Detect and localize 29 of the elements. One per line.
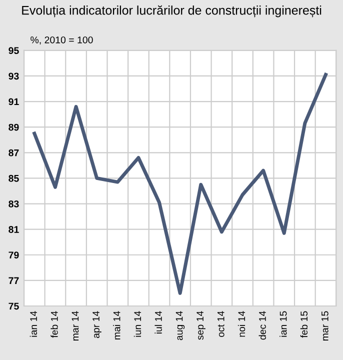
y-tick-label: 75 (8, 302, 19, 310)
x-tick-label: mai 14 (113, 311, 120, 340)
y-tick-label: 77 (8, 277, 19, 284)
x-tick-label: sep 14 (196, 311, 206, 340)
x-tick-label: iul 14 (154, 311, 162, 334)
x-tick-label: apr 14 (92, 311, 102, 338)
x-tick-label: mar 15 (322, 311, 328, 340)
chart-subtitle: %, 2010 = 100 (30, 36, 93, 45)
x-tick-label: dec 14 (258, 311, 266, 340)
y-tick-label: 81 (8, 226, 19, 233)
x-tick-label: mar 14 (72, 311, 79, 340)
x-tick-label: oct 14 (218, 311, 224, 337)
x-tick-label: noi 14 (238, 311, 246, 337)
x-tick-label: feb 15 (300, 311, 308, 338)
y-tick-label: 83 (8, 200, 19, 208)
chart-title: Evoluția indicatorilor lucrărilor de construcții inginerești (22, 5, 322, 18)
x-tick-label: ian 15 (280, 311, 287, 337)
y-tick-label: 91 (8, 98, 19, 106)
y-tick-label: 89 (8, 124, 19, 131)
y-tick-label: 93 (8, 72, 19, 80)
x-tick-label: ian 14 (30, 311, 38, 337)
x-tick-label: aug 14 (176, 311, 185, 340)
x-tick-label: feb 14 (50, 311, 58, 338)
y-tick-label: 87 (8, 149, 19, 156)
line-series (32, 72, 328, 295)
y-tick-label: 95 (8, 47, 19, 54)
x-tick-label: iun 14 (134, 311, 142, 337)
y-tick-label: 85 (8, 174, 19, 182)
y-tick-label: 79 (8, 252, 19, 258)
